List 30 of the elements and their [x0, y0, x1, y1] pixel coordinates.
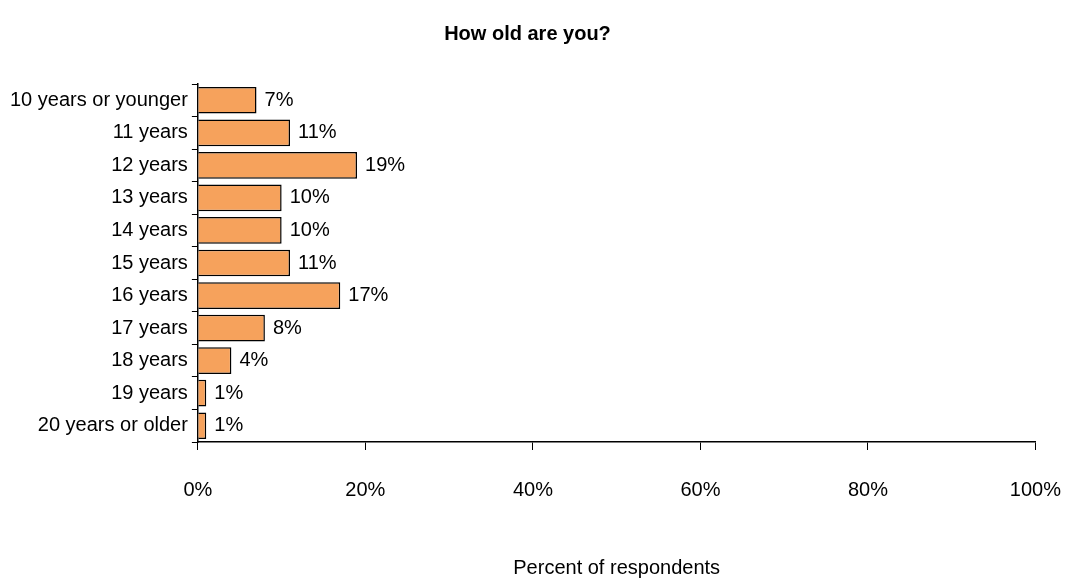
y-tick-label: 14 years [111, 217, 188, 240]
data-label: 1% [214, 380, 244, 403]
x-tick-label: 80% [847, 477, 889, 500]
y-tick-label: 11 years [112, 120, 188, 143]
y-tick-label: 18 years [111, 348, 188, 371]
x-tick-label: 40% [512, 477, 554, 500]
y-tick-label: 17 years [111, 315, 188, 338]
x-tick-label: 20% [345, 477, 386, 500]
x-tick-label: 0% [183, 477, 213, 500]
y-tick-label: 12 years [111, 152, 188, 175]
data-label: 11% [298, 250, 337, 273]
data-label: 1% [214, 413, 244, 436]
y-tick-label: 10 years or younger [9, 87, 189, 110]
y-tick-label: 13 years [111, 185, 188, 208]
y-tick-label: 16 years [111, 283, 188, 306]
data-label: 10% [289, 185, 330, 208]
data-label: 19% [365, 152, 406, 175]
x-tick-label: 100% [1009, 477, 1062, 500]
y-tick-label: 15 years [111, 250, 188, 273]
y-tick-label: 20 years or older [37, 413, 189, 436]
data-label: 8% [272, 315, 303, 338]
data-label: 10% [289, 217, 330, 240]
chart-title: How old are you? [444, 21, 611, 44]
x-axis-title: Percent of respondents [513, 555, 721, 578]
data-label: 4% [239, 348, 269, 371]
data-label: 11% [298, 120, 337, 143]
data-label: 17% [348, 283, 389, 306]
data-label: 7% [264, 87, 294, 110]
x-tick-label: 60% [680, 477, 721, 500]
y-tick-label: 19 years [111, 380, 188, 403]
